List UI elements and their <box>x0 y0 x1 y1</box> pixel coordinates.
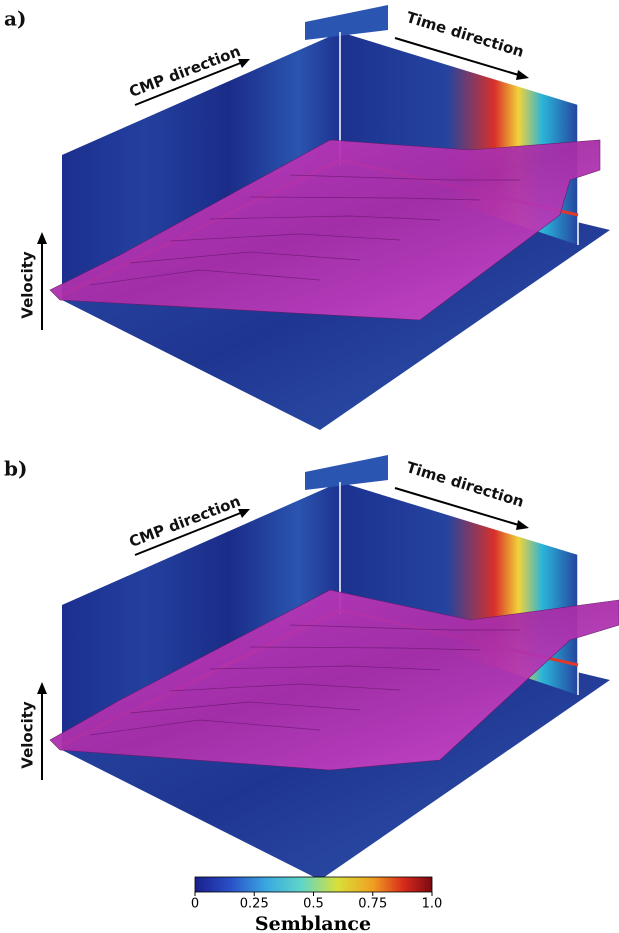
colorbar-gradient <box>195 877 432 892</box>
time-label: Time direction <box>404 8 526 61</box>
figure: a)CMP directionTime directionVelocityb)C… <box>0 0 619 933</box>
velocity-label: Velocity <box>19 701 37 769</box>
colorbar-tick-label: 1.0 <box>422 897 443 912</box>
colorbar-tick-label: 0.75 <box>358 897 387 912</box>
arrowhead <box>516 70 529 80</box>
time-label: Time direction <box>404 458 526 511</box>
colorbar-tick-label: 0.25 <box>240 897 269 912</box>
velocity-label: Velocity <box>19 251 37 319</box>
panel-label: a) <box>4 7 26 31</box>
arrowhead <box>516 520 529 530</box>
colorbar-label: Semblance <box>255 913 371 933</box>
colorbar-tick-label: 0 <box>191 897 199 912</box>
arrowhead <box>37 232 47 244</box>
colorbar: Semblance 0 0.25 0.5 0.75 1.0 <box>191 877 442 933</box>
arrowhead <box>37 682 47 694</box>
top-slice <box>305 5 388 40</box>
panel-label: b) <box>4 457 27 481</box>
colorbar-tick-label: 0.5 <box>303 897 324 912</box>
top-slice <box>305 455 388 490</box>
